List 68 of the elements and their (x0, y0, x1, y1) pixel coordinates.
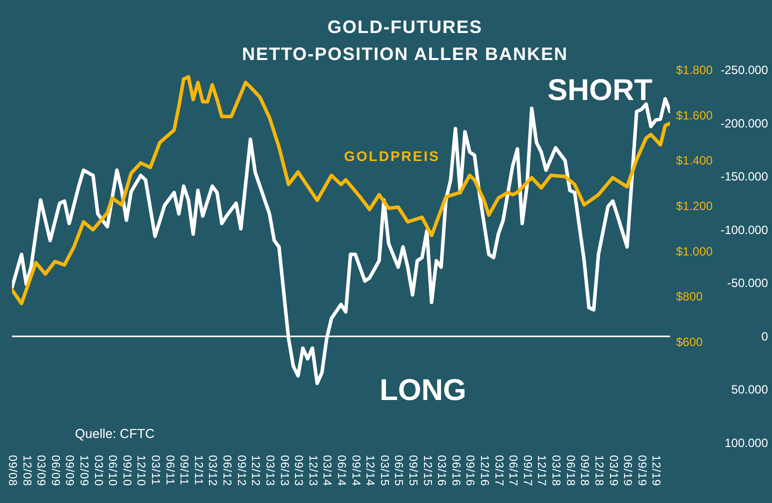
x-tick-label: 06/12 (220, 455, 233, 486)
x-tick-label: 09/17 (520, 455, 533, 486)
annotation: Quelle: CFTC (75, 426, 154, 441)
x-tick-label: 09/11 (178, 455, 190, 486)
y2-tick-label: $600 (676, 335, 704, 349)
y2-tick-label: $1.200 (676, 199, 714, 213)
y-tick-label: 100.000 (724, 436, 768, 450)
x-tick-label: 03/10 (92, 455, 104, 486)
x-tick-label: 09/18 (578, 455, 590, 486)
x-tick-label: 12/19 (650, 455, 662, 486)
x-tick-label: 12/10 (134, 455, 147, 486)
x-tick-label: 12/09 (77, 455, 90, 486)
y2-tick-label: $1.800 (676, 63, 714, 77)
x-tick-label: 09/10 (120, 455, 132, 486)
x-tick-label: 06/19 (621, 455, 634, 486)
x-tick-label: 09/09 (63, 455, 76, 486)
x-tick-label: 12/08 (20, 455, 32, 486)
x-tick-label: 09/19 (635, 455, 648, 486)
y-tick-label: 50.000 (731, 382, 768, 397)
x-tick-label: 06/09 (48, 455, 61, 486)
y-tick-label: -150.000 (720, 170, 768, 184)
x-tick-label: 09/16 (464, 455, 476, 486)
x-tick-label: 12/11 (192, 455, 204, 486)
y-tick-label: -100.000 (720, 222, 768, 237)
x-tick-label: 03/12 (206, 455, 218, 486)
x-tick-label: 06/10 (106, 455, 118, 486)
x-tick-label: 03/14 (320, 455, 333, 486)
x-tick-label: 09/12 (234, 455, 247, 486)
y2-tick-label: $1.000 (676, 244, 714, 258)
y-tick-label: -200.000 (720, 116, 768, 130)
y2-tick-label: $800 (676, 290, 704, 304)
x-tick-label: 12/16 (478, 455, 490, 486)
y-tick-label: -250.000 (720, 63, 768, 77)
x-tick-label: 12/15 (420, 455, 433, 486)
x-tick-label: 03/16 (435, 455, 448, 486)
x-tick-label: 12/13 (306, 455, 318, 486)
x-tick-label: 12/18 (592, 455, 604, 486)
annotation: LONG (380, 374, 466, 407)
annotation: SHORT (548, 74, 652, 107)
x-tick-label: 09/15 (406, 455, 418, 486)
line-series (12, 75, 670, 306)
x-tick-label: 12/17 (535, 455, 548, 486)
x-tick-label: 06/17 (506, 455, 519, 486)
x-tick-label: 06/13 (278, 455, 290, 486)
x-tick-label: 09/14 (349, 455, 362, 486)
x-tick-label: 06/18 (564, 455, 576, 486)
chart-subtitle: NETTO-POSITION ALLER BANKEN (242, 44, 568, 64)
series-label: GOLDPREIS (344, 148, 440, 164)
x-tick-label: 03/13 (263, 455, 276, 486)
chart-title: GOLD-FUTURES (328, 17, 482, 37)
y-tick-label: -50.000 (727, 276, 768, 290)
x-tick-label: 12/12 (249, 455, 262, 486)
x-tick-label: 06/16 (449, 455, 462, 486)
x-tick-label: 06/15 (392, 455, 404, 486)
x-tick-label: 06/11 (163, 455, 176, 486)
y-tick-label: 0 (761, 329, 768, 344)
x-tick-label: 12/14 (364, 455, 376, 486)
y2-tick-label: $1.600 (676, 108, 714, 122)
x-tick-label: 03/18 (550, 455, 562, 486)
y2-tick-label: $1.400 (676, 154, 714, 168)
x-tick-label: 03/11 (149, 455, 162, 486)
x-tick-label: 03/09 (34, 455, 47, 486)
x-tick-label: 03/19 (606, 455, 619, 486)
x-tick-label: 09/13 (292, 455, 304, 486)
x-tick-label: 06/14 (334, 455, 347, 486)
x-tick-label: 09/08 (6, 455, 18, 486)
x-tick-label: 03/15 (378, 455, 390, 486)
x-tick-label: 03/17 (492, 455, 504, 486)
